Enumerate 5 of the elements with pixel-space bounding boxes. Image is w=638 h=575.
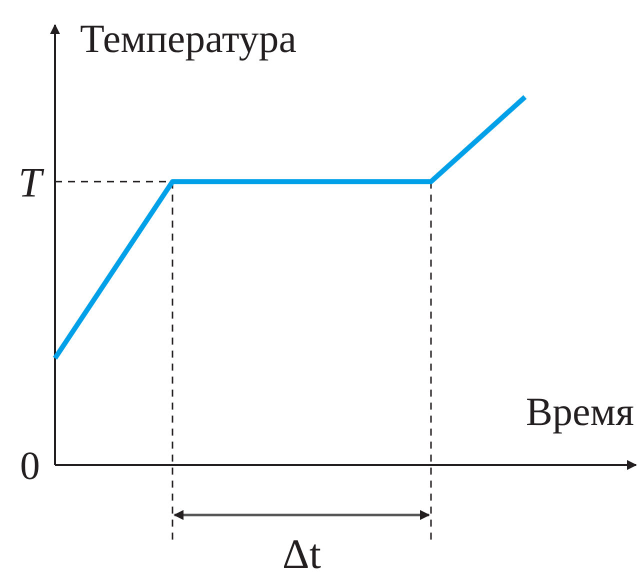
- y-axis-title: Температура: [80, 16, 297, 61]
- text: Δt: [282, 532, 322, 575]
- text: 0: [20, 443, 40, 488]
- ref-line-label: T: [18, 160, 44, 206]
- x-axis-title: Время: [526, 389, 634, 434]
